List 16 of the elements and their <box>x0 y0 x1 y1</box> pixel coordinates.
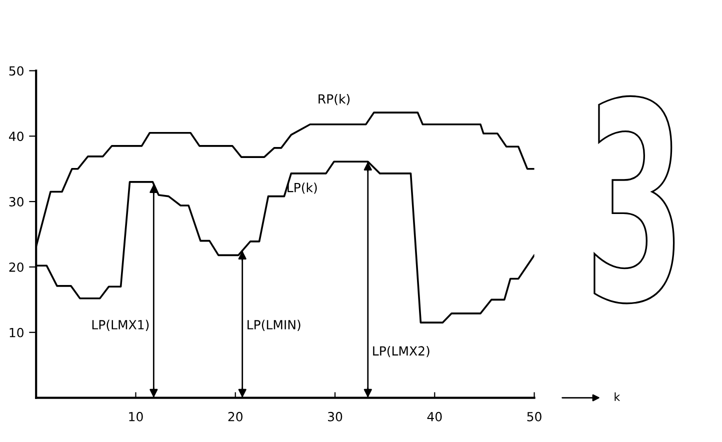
y-tick-label: 10 <box>10 328 24 338</box>
ref-line-label: LP(LMX2) <box>373 346 430 358</box>
y-tick-label: 50 <box>9 66 24 76</box>
x-tick-label: 40 <box>427 412 442 422</box>
y-tick-label: 40 <box>9 132 24 142</box>
ref-line-label: LP(LMX1) <box>92 320 149 331</box>
ref-line-label: LP(LMIN) <box>248 320 300 331</box>
x-tick-label: 30 <box>328 412 342 422</box>
y-tick-label: 20 <box>9 262 24 272</box>
x-tick-label: 10 <box>129 412 143 422</box>
series-label: LP(k) <box>288 182 317 194</box>
series-label: RP(k) <box>318 94 350 106</box>
x-tick-label: 50 <box>527 412 542 422</box>
y-tick-label: 30 <box>9 197 24 206</box>
x-tick-label: 20 <box>228 412 242 422</box>
text: k <box>614 392 620 401</box>
